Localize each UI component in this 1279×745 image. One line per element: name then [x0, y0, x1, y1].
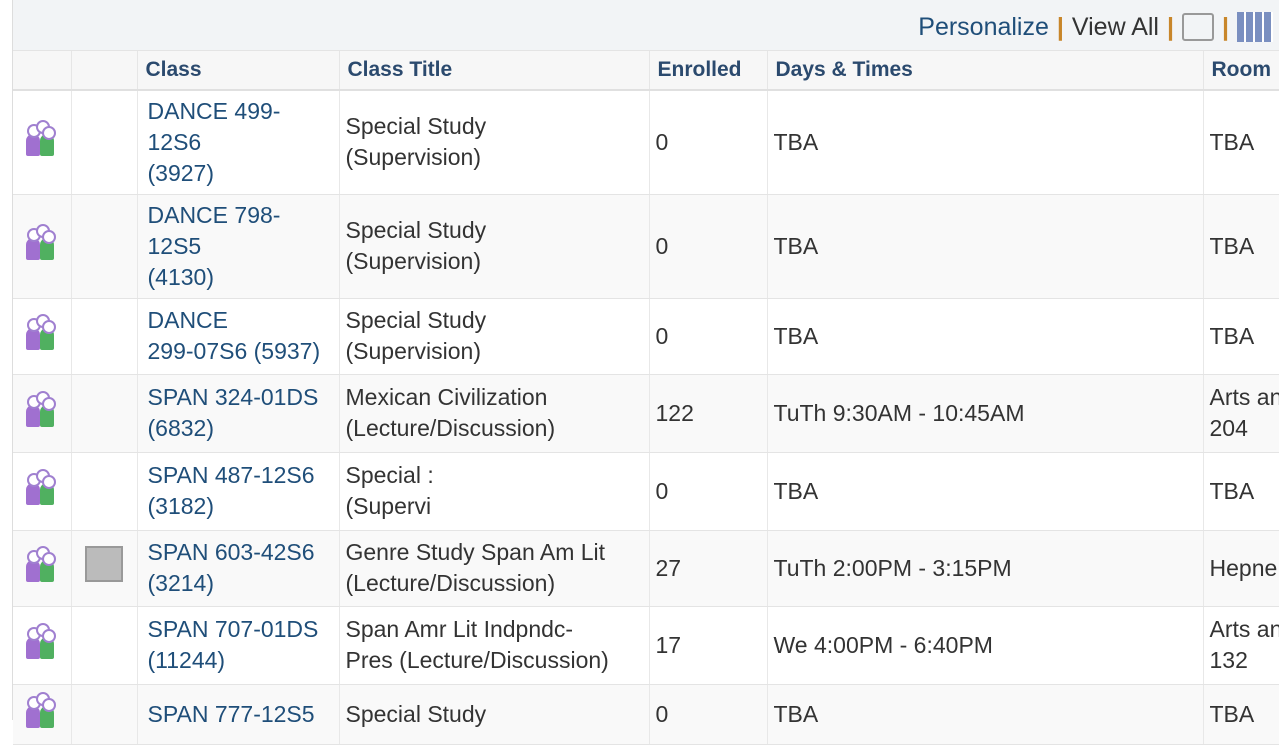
grid-toolbar: Personalize | View All | | [13, 0, 1279, 51]
people-icon [24, 391, 60, 427]
column-header[interactable]: Days & Times [767, 51, 1203, 90]
room_lines-line: TBA [1210, 129, 1255, 155]
room_lines-line: Hepne [1210, 555, 1278, 581]
class_lines-line[interactable]: (3927) [148, 160, 214, 186]
download-grid-icon[interactable] [1237, 12, 1273, 42]
title_lines-line: Special : [346, 462, 434, 488]
column-header[interactable]: Enrolled [649, 51, 767, 90]
enrolled: 0 [656, 233, 669, 259]
column-header[interactable]: Class Title [339, 51, 649, 90]
class_lines-line[interactable]: SPAN 487-12S6 [148, 462, 315, 488]
class_lines-line[interactable]: 299-07S6 (5937) [148, 338, 321, 364]
enrolled: 0 [656, 323, 669, 349]
column-header [13, 51, 71, 90]
title_lines-line: (Supervi [346, 493, 432, 519]
days-times: TBA [774, 701, 819, 727]
class_lines-line[interactable]: SPAN 324-01DS [148, 384, 319, 410]
title_lines-line: Special Study [346, 701, 487, 727]
class_lines-line[interactable]: (4130) [148, 264, 214, 290]
table-row: SPAN 603-42S6 (3214) Genre Study Span Am … [13, 530, 1279, 606]
title_lines-line: Special Study [346, 113, 487, 139]
title_lines-line: Span Amr Lit Indpndc- [346, 616, 574, 642]
class_lines-line[interactable]: (6832) [148, 415, 214, 441]
class_lines-line[interactable]: SPAN 777-12S5 [148, 701, 315, 727]
zoom-icon[interactable] [1182, 13, 1214, 41]
class_lines-line[interactable]: SPAN 707-01DS [148, 616, 319, 642]
title_lines-line: Pres (Lecture/Discussion) [346, 647, 609, 673]
room_lines-line: Arts an [1210, 384, 1279, 410]
enrolled: 0 [656, 129, 669, 155]
people-icon [24, 469, 60, 505]
table-row: SPAN 777-12S5 Special Study 0 TBA TBA [13, 684, 1279, 744]
room_lines-line: Arts an [1210, 616, 1279, 642]
table-row: DANCE 499- 12S6 (3927) Special Study (Super… [13, 90, 1279, 194]
days-times: TBA [774, 478, 819, 504]
class_lines-line[interactable]: SPAN 603-42S6 [148, 539, 315, 565]
separator: | [1057, 13, 1064, 42]
title_lines-line: Genre Study Span Am Lit [346, 539, 606, 565]
column-header[interactable]: Class [137, 51, 339, 90]
presentation-icon [85, 546, 123, 582]
people-icon [24, 692, 60, 728]
days-times: TuTh 9:30AM - 10:45AM [774, 400, 1025, 426]
separator: | [1167, 13, 1174, 42]
title_lines-line: Special Study [346, 217, 487, 243]
personalize-link[interactable]: Personalize [918, 13, 1049, 42]
title_lines-line: (Lecture/Discussion) [346, 570, 556, 596]
title_lines-line: (Supervision) [346, 144, 482, 170]
column-header [71, 51, 137, 90]
table-row: SPAN 707-01DS (11244) Span Amr Lit Indpnd… [13, 606, 1279, 684]
enrolled: 27 [656, 555, 682, 581]
people-icon [24, 120, 60, 156]
class_lines-line[interactable]: 12S5 [148, 233, 202, 259]
days-times: TBA [774, 323, 819, 349]
people-icon [24, 546, 60, 582]
room_lines-line: 132 [1210, 647, 1248, 673]
enrolled: 17 [656, 632, 682, 658]
class_lines-line[interactable]: DANCE [148, 307, 229, 333]
title_lines-line: (Supervision) [346, 248, 482, 274]
table-row: DANCE 798- 12S5 (4130) Special Study (Super… [13, 194, 1279, 298]
title_lines-line: (Supervision) [346, 338, 482, 364]
room_lines-line: TBA [1210, 233, 1255, 259]
table-row: SPAN 324-01DS (6832) Mexican Civilization… [13, 374, 1279, 452]
room_lines-line: TBA [1210, 478, 1255, 504]
title_lines-line: Mexican Civilization [346, 384, 548, 410]
room_lines-line: 204 [1210, 415, 1248, 441]
separator: | [1222, 13, 1229, 42]
room_lines-line: TBA [1210, 323, 1255, 349]
people-icon [24, 623, 60, 659]
table-row: SPAN 487-12S6(3182) Special :(Supervi 0 … [13, 452, 1279, 530]
days-times: We 4:00PM - 6:40PM [774, 632, 993, 658]
people-icon [24, 224, 60, 260]
class_lines-line[interactable]: DANCE 798- [148, 202, 281, 228]
class_lines-line[interactable]: (3182) [148, 493, 214, 519]
table-row: DANCE 299-07S6 (5937) Special Study (Super… [13, 298, 1279, 374]
enrolled: 122 [656, 400, 694, 426]
title_lines-line: (Lecture/Discussion) [346, 415, 556, 441]
title_lines-line: Special Study [346, 307, 487, 333]
view-all-link[interactable]: View All [1072, 13, 1159, 42]
column-header[interactable]: Room [1203, 51, 1279, 90]
enrolled: 0 [656, 478, 669, 504]
class_lines-line[interactable]: 12S6 [148, 129, 202, 155]
days-times: TBA [774, 129, 819, 155]
days-times: TuTh 2:00PM - 3:15PM [774, 555, 1012, 581]
class_lines-line[interactable]: (3214) [148, 570, 214, 596]
room_lines-line: TBA [1210, 701, 1255, 727]
people-icon [24, 314, 60, 350]
class_lines-line[interactable]: (11244) [148, 647, 226, 673]
days-times: TBA [774, 233, 819, 259]
enrolled: 0 [656, 701, 669, 727]
class_lines-line[interactable]: DANCE 499- [148, 98, 281, 124]
